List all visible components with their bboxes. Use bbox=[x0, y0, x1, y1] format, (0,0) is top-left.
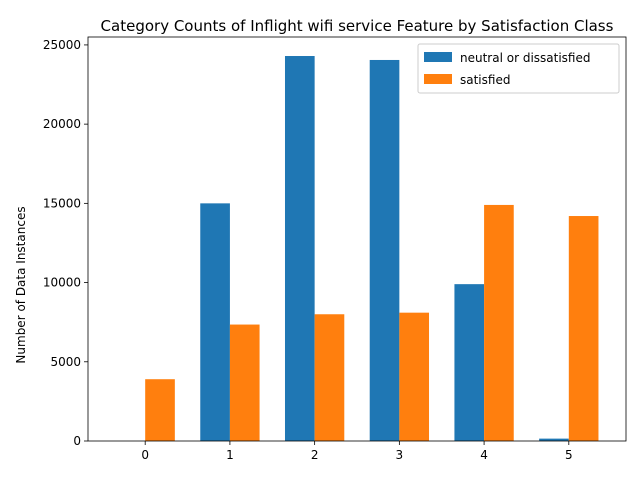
legend-label: neutral or dissatisfied bbox=[460, 51, 590, 65]
x-tick-label: 5 bbox=[565, 448, 573, 462]
y-tick-label: 20000 bbox=[43, 117, 81, 131]
bar-satisfied-0 bbox=[145, 379, 175, 441]
bar-neutral-or-dissatisfied-5 bbox=[539, 438, 569, 441]
legend-box bbox=[417, 43, 620, 94]
x-tick-label: 0 bbox=[141, 448, 149, 462]
x-tick-label: 2 bbox=[311, 448, 319, 462]
bar-satisfied-1 bbox=[229, 324, 260, 441]
x-tick-label: 1 bbox=[226, 448, 234, 462]
bar-satisfied-2 bbox=[314, 314, 345, 441]
y-ticks: 0 5000 10000 15000 20000 25000 bbox=[43, 38, 88, 448]
x-ticks: 0 1 2 3 4 5 bbox=[141, 441, 573, 462]
y-tick-label: 15000 bbox=[43, 196, 81, 210]
plot-frame bbox=[87, 36, 627, 442]
y-tick-label: 0 bbox=[73, 434, 81, 448]
bar-satisfied-3 bbox=[399, 312, 430, 441]
bar-neutral-or-dissatisfied-4 bbox=[454, 284, 485, 441]
bar-neutral-or-dissatisfied-3 bbox=[369, 59, 400, 442]
bars-group bbox=[145, 56, 599, 442]
y-tick-label: 10000 bbox=[43, 276, 81, 290]
y-tick-label: 25000 bbox=[43, 38, 81, 52]
bar-satisfied-5 bbox=[568, 216, 599, 441]
legend-swatch bbox=[424, 52, 452, 62]
legend-label: satisfied bbox=[460, 73, 510, 87]
x-tick-label: 3 bbox=[396, 448, 404, 462]
x-tick-label: 4 bbox=[480, 448, 488, 462]
chart-title: Category Counts of Inflight wifi service… bbox=[101, 17, 614, 35]
legend-swatch bbox=[424, 74, 452, 84]
legend: neutral or dissatisfied satisfied bbox=[417, 43, 620, 94]
y-tick-label: 5000 bbox=[50, 355, 81, 369]
bar-neutral-or-dissatisfied-1 bbox=[200, 203, 230, 441]
bar-satisfied-4 bbox=[484, 204, 514, 441]
bar-neutral-or-dissatisfied-2 bbox=[284, 56, 315, 441]
y-axis-label: Number of Data Instances bbox=[14, 206, 28, 363]
